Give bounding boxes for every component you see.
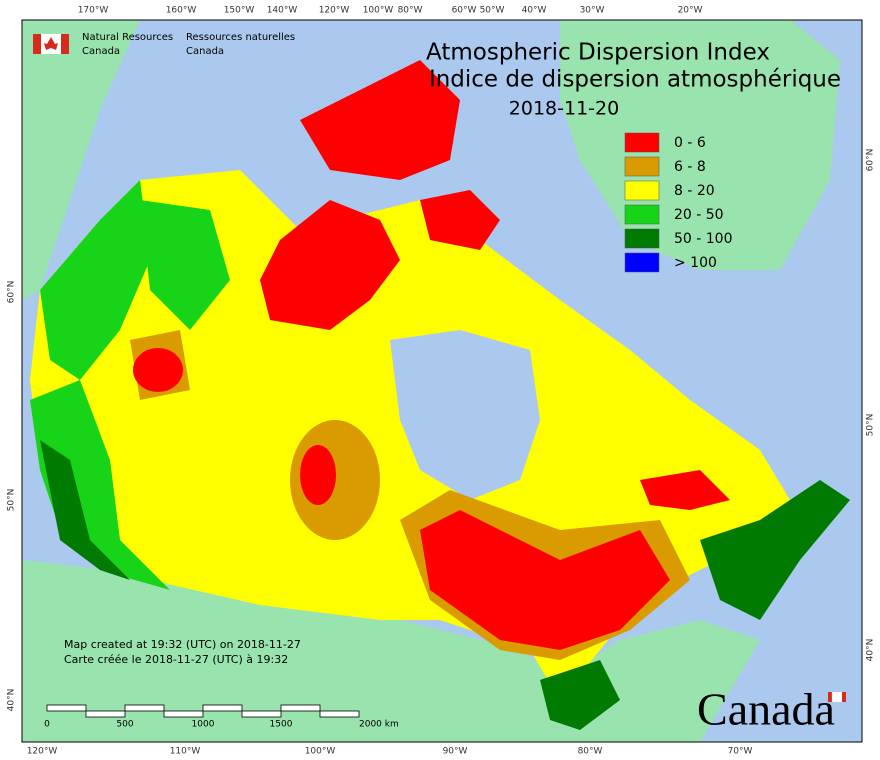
lon-label: 90°W [443,747,468,757]
zone-bc-coast [40,440,130,580]
zone-maritimes [700,480,850,620]
legend-label: 0 - 6 [674,135,706,151]
zone-baffin [420,190,500,250]
scale-segment [202,704,243,712]
credit: Map created at 19:32 (UTC) on 2018-11-27 [64,638,301,651]
flag-bar [33,34,41,54]
agency-en: Canada [82,46,120,57]
lat-label: 40°N [866,639,876,662]
map-area [21,19,863,743]
agency-en: Natural Resources [82,32,173,43]
lon-label: 140°W [267,6,298,16]
map-frame [21,19,863,743]
lon-label: 150°W [224,6,255,16]
lon-label: 120°W [27,747,58,757]
scale-label: 500 [116,720,133,730]
legend-label: > 100 [674,255,717,271]
scale-segment [85,710,126,718]
flag-leaf [44,37,58,50]
lat-label: 60°N [7,281,17,304]
wordmark-flag [828,691,846,703]
lon-label: 80°W [578,747,603,757]
lon-label: 60°W [452,6,477,16]
date: 2018-11-20 [509,98,619,120]
flag-bar [828,692,832,702]
legend-swatch [624,252,660,273]
lon-label: 100°W [305,747,336,757]
lon-label: 50°W [480,6,505,16]
zone-nwt [140,200,230,330]
flag-logo [33,34,69,54]
scale-label: 1000 [192,720,215,730]
zone-ontario-red [420,510,670,650]
lon-label: 20°W [678,6,703,16]
lon-label: 120°W [319,6,350,16]
legend-label: 20 - 50 [674,207,724,223]
zone-nw-red [133,348,183,392]
scale-segment [280,704,321,712]
alaska [22,20,140,300]
legend-swatch [624,156,660,177]
zone-south-ontario [540,660,620,730]
agency-fr: Canada [186,46,224,57]
scale-label: 1500 [270,720,293,730]
hudson-bay [390,330,540,500]
lat-label: 50°N [7,489,17,512]
legend-label: 6 - 8 [674,159,706,175]
lon-label: 80°W [398,6,423,16]
zone-yukon [40,180,150,380]
scale-segment [163,710,204,718]
lon-label: 170°W [78,6,109,16]
lat-label: 60°N [866,149,876,172]
flag-bar [842,692,846,702]
legend: 0 - 6 6 - 8 8 - 20 20 - 50 50 - 100 > 100 [624,132,733,273]
scale-segment [46,704,87,712]
wordmark: Canada [697,684,835,735]
scale-segment [241,710,282,718]
scale-label: 0 [44,720,50,730]
legend-swatch [624,204,660,225]
flag-field [831,691,843,703]
scale-segment [319,710,360,718]
scale-bar: 0 500 1000 1500 2000 km [44,704,399,730]
flag-bar [61,34,69,54]
legend-label: 8 - 20 [674,183,715,199]
lon-label: 110°W [170,747,201,757]
legend-swatch [624,132,660,153]
scale-segment [124,704,165,712]
zone-high-arctic [300,60,460,180]
title: Indice de dispersion atmosphérique [429,67,841,93]
graticule-labels: 170°W 160°W 150°W 140°W 120°W 100°W 80°W 60°W 50… [7,6,876,757]
lat-label: 50°N [866,414,876,437]
zone-quebec-red [640,470,730,510]
lon-label: 40°W [522,6,547,16]
lon-label: 100°W [363,6,394,16]
lon-label: 70°W [728,747,753,757]
legend-label: 50 - 100 [674,231,733,247]
lon-label: 30°W [580,6,605,16]
zone-bc [30,380,170,590]
legend-swatch [624,228,660,249]
lon-label: 160°W [166,6,197,16]
agency-fr: Ressources naturelles [186,32,295,43]
legend-swatch [624,180,660,201]
lat-label: 40°N [7,689,17,712]
zone-manitoba-red [300,445,336,505]
credit: Carte créée le 2018-11-27 (UTC) à 19:32 [64,653,288,666]
zone-arctic [260,200,400,330]
title: Atmospheric Dispersion Index [426,40,770,66]
scale-label: 2000 km [359,720,399,730]
